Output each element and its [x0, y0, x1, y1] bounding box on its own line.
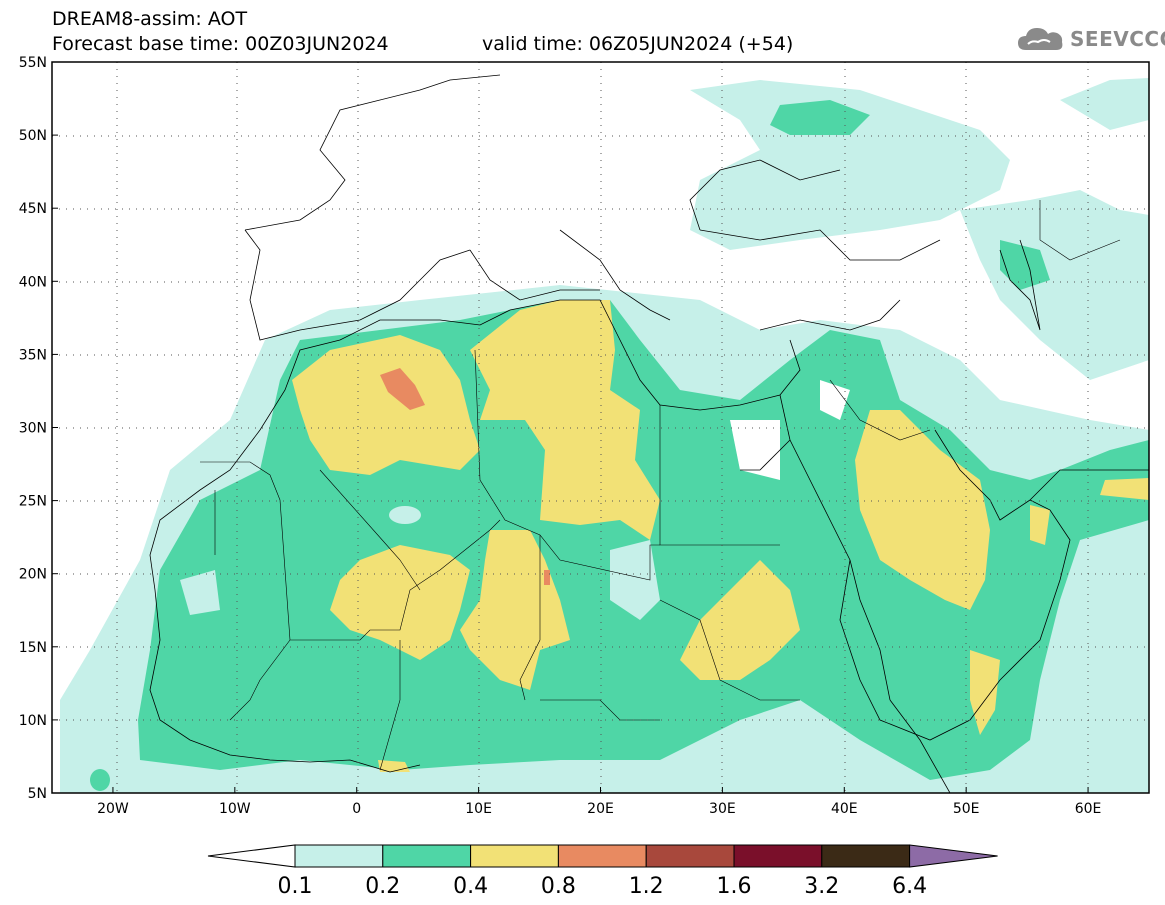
lat-tick-label: 20N	[19, 567, 47, 583]
aot-field	[60, 78, 1149, 793]
seevccc-logo: SEEVCCC	[1016, 22, 1165, 56]
logo-text: SEEVCCC	[1070, 27, 1165, 51]
colorbar-swatch	[733, 844, 823, 868]
lon-tick-label: 30E	[709, 801, 736, 817]
lat-tick-label: 45N	[19, 201, 47, 217]
colorbar-label: 0.8	[541, 874, 576, 899]
colorbar-label: 0.4	[453, 874, 488, 899]
colorbar-swatch	[294, 844, 384, 868]
lon-tick-label: 0	[352, 801, 361, 817]
colorbar-label: 1.6	[717, 874, 752, 899]
lat-tick-label: 40N	[19, 274, 47, 290]
lon-tick-label: 20E	[587, 801, 614, 817]
colorbar-label: 1.2	[629, 874, 664, 899]
coastlines	[149, 74, 1149, 793]
grid	[52, 62, 1149, 793]
cloud-icon	[1018, 28, 1063, 50]
colorbar-swatch	[557, 844, 647, 868]
lat-tick-label: 25N	[19, 494, 47, 510]
aot-level-0.4	[292, 300, 1149, 772]
base-time: Forecast base time: 00Z03JUN2024 valid ti…	[52, 33, 793, 55]
aot-level-0.1-gaps	[180, 380, 850, 620]
longitude-axis: 20W 10W 0 10E 20E 30E 40E 50E 60E	[97, 787, 1101, 817]
lon-tick-label: 10E	[465, 801, 492, 817]
lat-tick-label: 55N	[19, 55, 47, 71]
colorbar-label: 3.2	[804, 874, 839, 899]
colorbar-label: 6.4	[892, 874, 927, 899]
colorbar-under-triangle	[207, 844, 296, 868]
lon-tick-label: 60E	[1075, 801, 1102, 817]
valid-time: valid time: 06Z05JUN2024 (+54)	[482, 33, 794, 55]
colorbar-label: 0.1	[278, 874, 313, 899]
lon-tick-label: 50E	[953, 801, 980, 817]
lon-tick-label: 10W	[219, 801, 251, 817]
latitude-axis: 55N 50N 45N 40N 35N 30N 25N 20N 15N 10N 5N	[19, 55, 58, 802]
colorbar-label: 0.2	[365, 874, 400, 899]
aot-level-0.8	[380, 368, 550, 585]
lat-tick-label: 35N	[19, 347, 47, 363]
colorbar-over-triangle	[909, 844, 998, 868]
lon-tick-label: 40E	[831, 801, 858, 817]
colorbar-swatch	[470, 844, 559, 868]
lat-tick-label: 5N	[28, 786, 47, 802]
country-borders	[200, 200, 1121, 771]
colorbar-swatch	[382, 844, 472, 868]
base-time-text: Forecast base time: 00Z03JUN2024	[52, 33, 389, 55]
lat-tick-label: 50N	[19, 128, 47, 144]
lat-tick-label: 10N	[19, 713, 47, 729]
lon-tick-label: 20W	[97, 801, 129, 817]
lat-tick-label: 30N	[19, 421, 47, 437]
colorbar-swatch	[821, 844, 911, 868]
lat-tick-label: 15N	[19, 640, 47, 656]
map-title: DREAM8-assim: AOT	[52, 8, 248, 30]
colorbar: 0.1 0.2 0.4 0.8 1.2 1.6 3.2 6.4	[207, 844, 998, 899]
colorbar-swatch	[645, 844, 735, 868]
